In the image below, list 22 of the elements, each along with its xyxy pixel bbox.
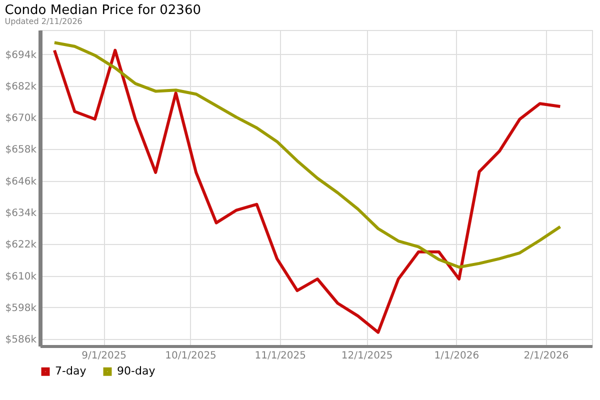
chart-title: Condo Median Price for 02360 <box>4 3 201 18</box>
x-tick-label: 10/1/2025 <box>165 350 216 362</box>
legend-label: 90-day <box>117 364 156 378</box>
x-tick-label: 2/1/2026 <box>524 350 569 362</box>
y-tick-label: $610k <box>5 271 37 282</box>
line-series <box>52 41 562 269</box>
line-series <box>52 48 562 334</box>
y-tick-label: $694k <box>5 50 37 61</box>
legend-label: 7-day <box>55 364 87 378</box>
y-tick-label: $658k <box>5 144 37 156</box>
y-tick-label: $682k <box>5 81 37 92</box>
x-tick-label: 1/1/2026 <box>434 350 480 362</box>
x-tick-label: 9/1/2025 <box>82 350 127 362</box>
x-tick-label: 11/1/2025 <box>254 350 306 362</box>
x-tick-label: 12/1/2025 <box>341 350 393 362</box>
y-tick-label: $598k <box>5 302 37 314</box>
y-tick-label: $634k <box>5 208 37 220</box>
y-tick-label: $670k <box>5 113 37 124</box>
y-tick-label: $646k <box>5 176 37 188</box>
y-tick-label: $622k <box>5 240 37 251</box>
y-tick-label: $586k <box>5 334 37 346</box>
chart-subtitle: Updated 2/11/2026 <box>4 17 82 26</box>
